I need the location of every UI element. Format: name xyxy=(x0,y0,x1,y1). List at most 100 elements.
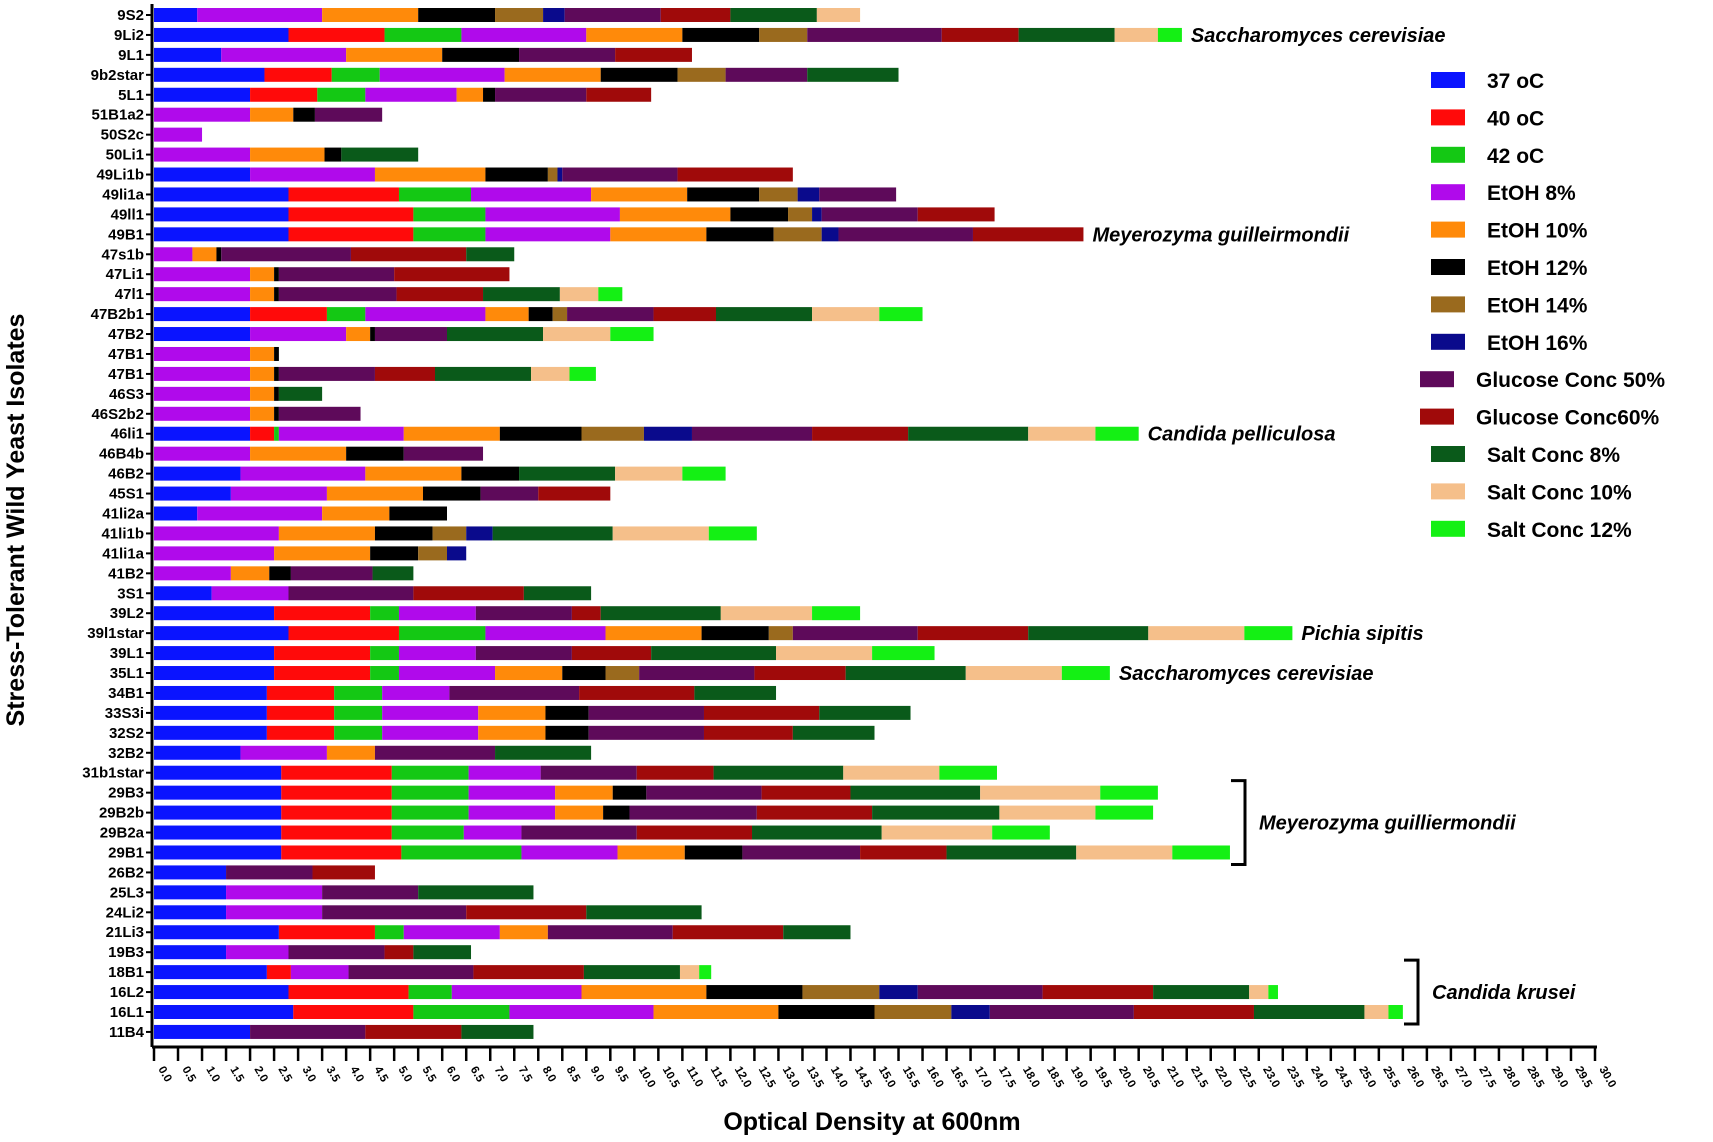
bar-segment xyxy=(278,366,375,381)
bar-segment xyxy=(523,586,592,601)
bar-segment xyxy=(154,386,251,401)
bar-segment xyxy=(1028,426,1096,441)
bar-segment xyxy=(483,287,560,302)
bar-segment xyxy=(365,307,486,322)
bar-segment xyxy=(605,666,640,681)
legend-swatch xyxy=(1431,520,1465,537)
bar-segment xyxy=(154,885,227,900)
bar-segment xyxy=(413,207,486,222)
bar-segment xyxy=(370,546,419,561)
bar-segment xyxy=(466,905,587,920)
species-annotation: Saccharomyces cerevisiae xyxy=(1191,25,1446,47)
bar-segment xyxy=(557,167,563,182)
bar-segment xyxy=(154,506,198,521)
bar-segment xyxy=(543,327,611,342)
bar-segment xyxy=(812,426,909,441)
bar-segment xyxy=(610,227,707,242)
legend-label: Salt Conc 8% xyxy=(1487,444,1620,467)
bar-segment xyxy=(715,307,813,322)
x-axis-title: Optical Density at 600nm xyxy=(723,1108,1020,1136)
bar-segment xyxy=(471,187,592,202)
bar-segment xyxy=(154,307,251,322)
bar-segment xyxy=(451,985,582,1000)
bar-segment xyxy=(1148,626,1245,641)
bar-segment xyxy=(154,147,251,162)
bar-segment xyxy=(154,87,251,102)
x-tick-label: 11.5 xyxy=(708,1065,730,1090)
bar-segment xyxy=(564,8,661,22)
species-annotation: Candida pelliculosa xyxy=(1148,424,1336,446)
bar-segment xyxy=(154,705,267,720)
bar-segment xyxy=(154,486,231,501)
x-tick-label: 2.0 xyxy=(251,1065,269,1085)
bar-segment xyxy=(266,705,335,720)
bar-segment xyxy=(742,845,861,860)
x-tick-label: 11.0 xyxy=(684,1065,705,1090)
bar-segment xyxy=(812,207,822,222)
bar-segment xyxy=(1153,985,1250,1000)
bar-segment xyxy=(312,865,375,880)
bar-segment xyxy=(761,785,851,800)
bar-segment xyxy=(1018,27,1115,42)
bar-segment xyxy=(843,765,940,780)
species-annotation: Meyerozyma guilleirmondii xyxy=(1092,224,1349,246)
x-tick-label: 13.5 xyxy=(804,1065,826,1091)
bar-segment xyxy=(403,925,500,940)
bar-segment xyxy=(797,187,820,202)
bar-segment xyxy=(612,526,709,541)
bar-segment xyxy=(274,287,279,302)
bar-segment xyxy=(752,825,882,840)
bar-segment xyxy=(603,805,630,820)
y-tick-label: 9L1 xyxy=(118,47,144,64)
legend-label: EtOH 12% xyxy=(1487,257,1588,280)
bar-segment xyxy=(154,47,222,62)
bar-segment xyxy=(422,486,481,501)
bar-segment xyxy=(682,27,760,42)
bar-segment xyxy=(475,646,572,661)
bar-segment xyxy=(521,845,618,860)
y-tick-label: 32B2 xyxy=(108,745,144,762)
y-tick-label: 21Li3 xyxy=(106,924,144,941)
bar-segment xyxy=(555,805,604,820)
bar-segment xyxy=(154,765,282,780)
bar-segment xyxy=(463,825,522,840)
bar-segment xyxy=(1388,1005,1403,1019)
x-tick-label: 27.5 xyxy=(1476,1065,1498,1091)
bar-segment xyxy=(269,566,291,581)
y-tick-label: 50S2c xyxy=(101,127,144,144)
x-tick-label: 14.0 xyxy=(828,1065,850,1090)
bar-segment xyxy=(154,366,251,381)
y-tick-label: 49li1a xyxy=(102,186,144,203)
x-tick-label: 18.5 xyxy=(1044,1065,1066,1091)
bars-layer xyxy=(154,8,1403,1039)
bar-segment xyxy=(250,287,275,302)
bar-segment xyxy=(322,885,419,900)
bar-segment xyxy=(708,526,757,541)
x-tick-label: 4.5 xyxy=(372,1065,391,1085)
bar-segment xyxy=(543,8,565,22)
y-tick-label: 3S1 xyxy=(117,585,144,602)
legend-label: Glucose Conc 50% xyxy=(1476,369,1665,392)
bar-segment xyxy=(586,27,683,42)
y-tick-label: 49Li1b xyxy=(96,167,144,184)
bar-segment xyxy=(250,346,275,361)
bar-segment xyxy=(499,925,548,940)
x-tick-label: 9.0 xyxy=(588,1065,606,1085)
legend-swatch xyxy=(1420,408,1454,425)
bar-segment xyxy=(346,327,371,342)
x-tick-label: 15.5 xyxy=(900,1065,922,1091)
bar-segment xyxy=(288,27,385,42)
bar-segment xyxy=(816,8,861,22)
bar-segment xyxy=(274,346,279,361)
bar-segment xyxy=(221,247,351,262)
x-tick-label: 6.5 xyxy=(468,1065,487,1085)
x-tick-label: 18.0 xyxy=(1020,1065,1042,1090)
bar-segment xyxy=(509,1005,654,1019)
species-annotation: Meyerozyma guilliermondii xyxy=(1259,813,1516,835)
bar-segment xyxy=(418,8,496,22)
bar-segment xyxy=(653,1005,779,1019)
x-tick-label: 1.0 xyxy=(203,1065,221,1085)
bar-segment xyxy=(250,147,325,162)
x-tick-label: 0.0 xyxy=(155,1065,173,1085)
bar-segment xyxy=(483,87,496,102)
